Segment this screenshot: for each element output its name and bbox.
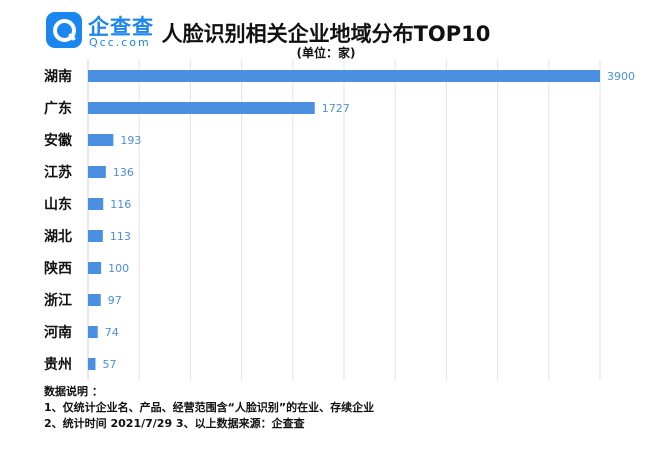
category-label: 湖北 [44, 229, 72, 245]
bar [88, 358, 96, 370]
value-label: 136 [113, 166, 134, 179]
bar [88, 326, 98, 338]
notes-line-1: 1、仅统计企业名、产品、经营范围含“人脸识别”的在业、存续企业 [44, 401, 375, 414]
value-label: 3900 [607, 70, 635, 83]
value-label: 193 [120, 134, 141, 147]
data-notes: 数据说明 ： 1、仅统计企业名、产品、经营范围含“人脸识别”的在业、存续企业 2… [44, 384, 374, 432]
category-label: 湖南 [44, 68, 72, 85]
bar [88, 230, 103, 242]
chart-title: 人脸识别相关企业地域分布TOP10 [161, 22, 491, 46]
qcc-logo-icon [46, 12, 82, 48]
bar [88, 70, 600, 82]
bar [88, 198, 104, 210]
notes-line-2: 2、统计时间 2021/7/29 3、以上数据来源：企查查 [44, 417, 305, 430]
bar [88, 134, 114, 146]
notes-heading: 数据说明 ： [44, 385, 103, 398]
brand-name: 企查查 [88, 15, 154, 39]
category-label: 安徽 [44, 132, 73, 149]
category-label: 贵州 [44, 356, 72, 373]
bar [88, 294, 101, 306]
value-label: 1727 [322, 102, 350, 115]
value-label: 116 [110, 198, 131, 211]
brand-logo: 企查查 Qcc.com [46, 12, 176, 52]
value-label: 100 [108, 262, 129, 275]
value-label: 57 [102, 358, 116, 371]
bar [88, 102, 315, 114]
category-label: 江苏 [44, 164, 72, 181]
category-label: 广东 [44, 100, 72, 117]
bar [88, 262, 102, 274]
category-label: 山东 [44, 196, 72, 213]
value-label: 113 [110, 230, 131, 243]
bar [88, 166, 106, 178]
value-label: 74 [105, 326, 119, 339]
brand-domain: Qcc.com [89, 36, 151, 49]
category-label: 陕西 [44, 260, 72, 277]
category-label: 河南 [44, 324, 72, 341]
category-label: 浙江 [44, 292, 72, 309]
value-label: 97 [108, 294, 122, 307]
chart-subtitle: (单位：家) [296, 46, 356, 60]
